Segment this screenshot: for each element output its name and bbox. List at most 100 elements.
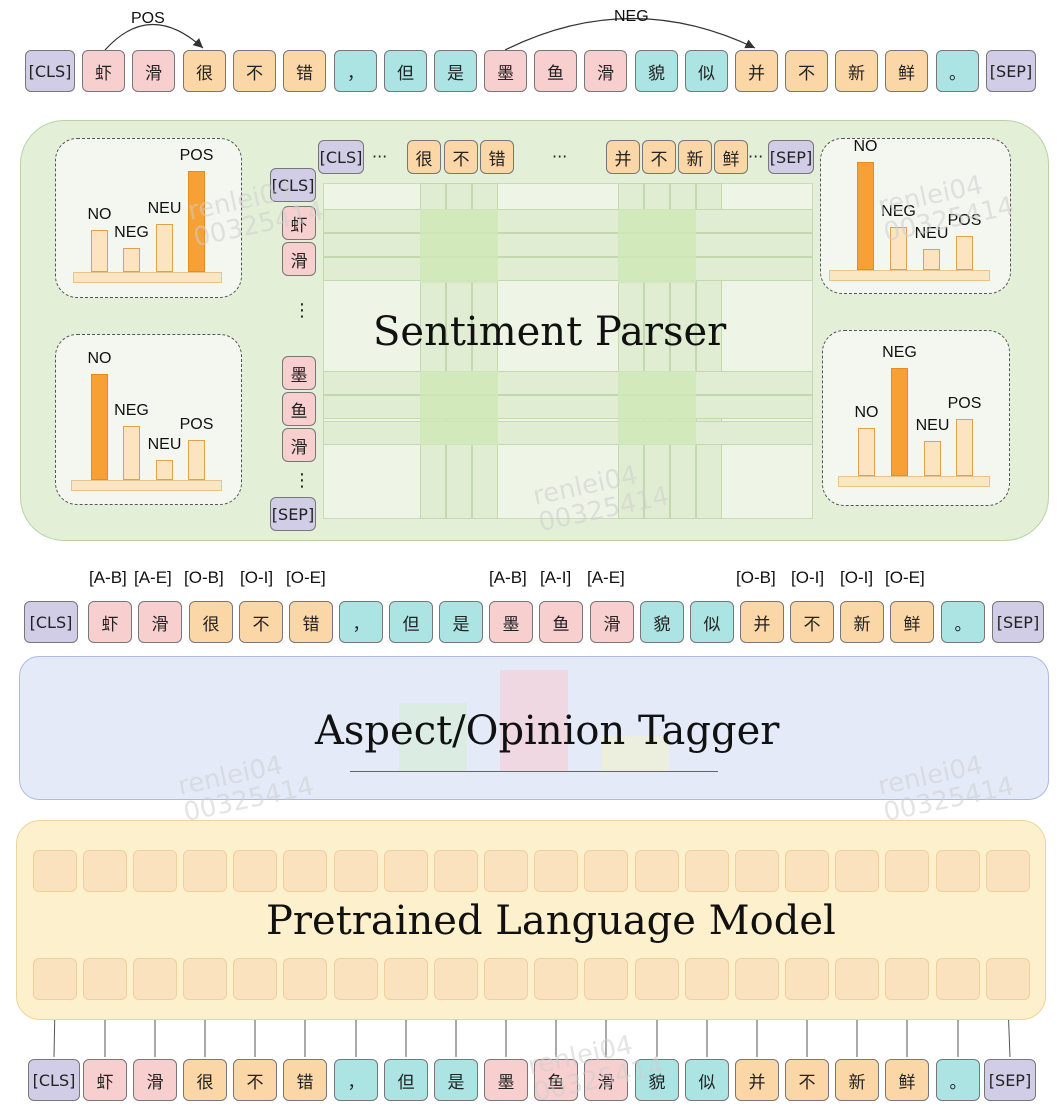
bar-chart-panel (820, 138, 1011, 294)
bar-label-pos: POS (947, 395, 982, 412)
bar-neu (156, 460, 173, 480)
tagger-title: Aspect/Opinion Tagger (315, 708, 780, 754)
parser-column-token: 不 (642, 140, 676, 174)
bar-no (857, 162, 874, 270)
top-sentence-token: 滑 (132, 50, 175, 92)
bar-chart-panel (55, 138, 242, 298)
bar-label-neu: NEU (914, 225, 949, 242)
parser-row-token: [CLS] (270, 168, 316, 202)
plm-bottom-cell (183, 958, 227, 1000)
input-sentence-token: 并 (735, 1059, 779, 1101)
plm-top-cell (735, 850, 779, 892)
parser-row-token: [SEP] (270, 497, 316, 531)
parser-intersection-block (618, 209, 696, 283)
input-sentence-token: 鱼 (534, 1059, 578, 1101)
bar-chart-baseline (829, 270, 990, 281)
bar-no (858, 428, 875, 476)
tagger-output-sentence-token: [CLS] (24, 601, 78, 643)
input-sentence-token: 很 (183, 1059, 227, 1101)
neg-relation-arc (504, 17, 756, 51)
parser-row-stripe (323, 233, 813, 257)
plm-bottom-cell (334, 958, 378, 1000)
top-sentence-token: 貌 (635, 50, 678, 92)
top-sentence-token: [CLS] (25, 50, 75, 92)
plm-top-cell (233, 850, 277, 892)
plm-bottom-cell (33, 958, 77, 1000)
input-sentence-token: 墨 (484, 1059, 528, 1101)
plm-bottom-cell (685, 958, 729, 1000)
bar-label-neg: NEG (114, 402, 149, 419)
bio-tag: [A-B] (489, 568, 527, 587)
bio-tag: [A-B] (89, 568, 127, 587)
plm-top-cell (334, 850, 378, 892)
tagger-output-sentence-token: 不 (239, 601, 283, 643)
input-sentence-token: [SEP] (984, 1059, 1036, 1101)
plm-bottom-cell (233, 958, 277, 1000)
bio-tag: [O-E] (286, 568, 326, 587)
parser-column-ellipsis: ··· (748, 147, 764, 166)
bio-tag: [A-E] (587, 568, 625, 587)
plm-top-cell (635, 850, 679, 892)
top-sentence-token: 滑 (584, 50, 627, 92)
bar-label-neg: NEG (114, 224, 149, 241)
bio-tag: [A-I] (540, 568, 572, 587)
plm-top-cell (484, 850, 528, 892)
tagger-output-sentence-token: 似 (690, 601, 734, 643)
bar-label-no: NO (853, 138, 878, 155)
parser-column-token: [SEP] (768, 140, 814, 174)
parser-row-token: 虾 (282, 206, 316, 240)
plm-bottom-cell (735, 958, 779, 1000)
top-sentence-token: ， (334, 50, 377, 92)
tagger-output-sentence-token: 虾 (88, 601, 132, 643)
parser-row-token: 鱼 (282, 392, 316, 426)
plm-top-cell (283, 850, 327, 892)
bar-label-pos: POS (947, 212, 982, 229)
bar-label-neu: NEU (147, 436, 182, 453)
tagger-output-sentence-token: 滑 (138, 601, 182, 643)
plm-bottom-cell (785, 958, 829, 1000)
parser-row-stripe (323, 421, 813, 445)
bar-chart-baseline (71, 480, 222, 491)
plm-bottom-cell (484, 958, 528, 1000)
input-sentence-token: 滑 (133, 1059, 177, 1101)
parser-column-ellipsis: ··· (372, 147, 388, 166)
top-sentence-token: 但 (384, 50, 427, 92)
parser-column-ellipsis: ··· (552, 147, 568, 166)
tagger-output-sentence-token: [SEP] (992, 601, 1044, 643)
plm-top-cell (936, 850, 980, 892)
plm-bottom-cell (283, 958, 327, 1000)
bar-neg (123, 426, 140, 480)
bar-pos (188, 440, 205, 480)
input-sentence-token: ， (334, 1059, 378, 1101)
parser-row-stripe (323, 395, 813, 419)
top-sentence-token: 不 (785, 50, 828, 92)
input-sentence-token: 似 (685, 1059, 729, 1101)
top-sentence-token: 虾 (82, 50, 125, 92)
parser-row-token: 滑 (282, 242, 316, 276)
plm-bottom-cell (635, 958, 679, 1000)
sentiment-parser-title: Sentiment Parser (373, 309, 727, 355)
bar-label-no: NO (87, 350, 112, 367)
input-sentence-token: 貌 (635, 1059, 679, 1101)
plm-bottom-cell (534, 958, 578, 1000)
bar-no (91, 374, 108, 480)
bar-label-neu: NEU (147, 200, 182, 217)
plm-top-cell (885, 850, 929, 892)
bar-pos (956, 419, 973, 476)
pos-relation-arc (104, 23, 204, 51)
top-sentence-token: 似 (685, 50, 728, 92)
bar-label-neg: NEG (881, 203, 916, 220)
input-sentence-token: 不 (785, 1059, 829, 1101)
input-sentence-token: 。 (936, 1059, 980, 1101)
tagger-output-sentence-token: 貌 (640, 601, 684, 643)
parser-intersection-block (618, 371, 696, 445)
tagger-output-sentence-token: 。 (941, 601, 985, 643)
bio-tag: [O-I] (840, 568, 874, 587)
bar-chart-baseline (73, 272, 222, 283)
top-sentence-token: 鲜 (885, 50, 928, 92)
top-sentence-token: 新 (835, 50, 878, 92)
plm-top-cell (83, 850, 127, 892)
bio-tag: [A-E] (134, 568, 172, 587)
bar-label-pos: POS (179, 147, 214, 164)
tagger-output-sentence-token: 鱼 (539, 601, 583, 643)
